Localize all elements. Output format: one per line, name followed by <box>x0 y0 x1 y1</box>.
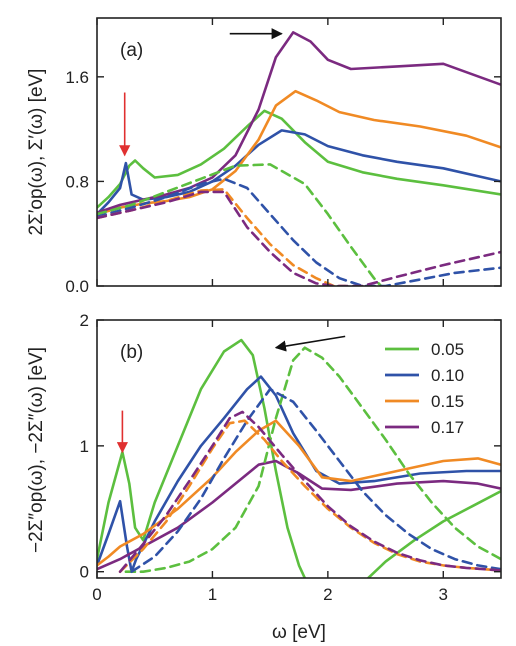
panel-b-ytick-label-1: 1 <box>80 437 89 456</box>
panel-b-series-005-solid-1 <box>366 489 501 578</box>
panel-b-series-015-solid-3 <box>97 419 501 567</box>
panel-b-annotations <box>116 335 346 454</box>
panel-b-curves <box>97 338 501 578</box>
legend-label-017: 0.17 <box>431 418 464 437</box>
panel-b-series-005-solid-0 <box>97 338 307 578</box>
panel-a-series-005-dashed-4 <box>97 163 383 286</box>
legend-label-010: 0.10 <box>431 366 464 385</box>
panel-a-ytick-label-2: 1.6 <box>65 68 89 87</box>
panel-b-frame <box>96 319 502 579</box>
legend-label-005: 0.05 <box>431 340 464 359</box>
panel-a-series-015-solid-2 <box>97 89 501 216</box>
x-tick-label-0: 0 <box>92 585 101 604</box>
panel-a-ytick-label-0: 0.0 <box>65 277 89 296</box>
panel-b-series-017-solid-4 <box>97 459 501 571</box>
panel-a-ylabel: 2Σ′op(ω), Σ′(ω) [eV] <box>26 69 47 236</box>
panel-b: 0 1 2 3 0 1 2 (b) −2Σ″op(ω), −2Σ″(ω) [eV] ω [e… <box>26 311 502 643</box>
panel-a-ticks: 0.0 0.8 1.6 <box>65 18 501 296</box>
panel-b-ytick-label-0: 0 <box>80 563 89 582</box>
panel-b-label: (b) <box>120 342 143 363</box>
panel-b-series-010-dashed-6 <box>130 387 501 574</box>
legend-label-015: 0.15 <box>431 392 464 411</box>
panel-a: 0.0 0.8 1.6 (a) 2Σ′op(ω), Σ′(ω) [eV] <box>26 17 502 296</box>
x-tick-label-1: 1 <box>208 585 217 604</box>
panel-b-series-015-dashed-7 <box>118 419 501 574</box>
panel-a-series-010-dashed-5 <box>97 177 501 286</box>
panel-b-ylabel: −2Σ″op(ω), −2Σ″(ω) [eV] <box>26 347 47 553</box>
panel-a-series-005-solid-0 <box>97 109 501 209</box>
x-axis-label: ω [eV] <box>272 622 326 643</box>
panel-b-arrow-1 <box>274 335 346 352</box>
panel-a-frame <box>96 17 502 287</box>
panel-a-curves <box>97 31 501 286</box>
panel-a-ytick-label-1: 0.8 <box>65 172 89 191</box>
legend: 0.05 0.10 0.15 0.17 <box>385 340 464 437</box>
x-tick-label-3: 3 <box>439 585 448 604</box>
panel-b-series-017-dashed-8 <box>118 410 501 574</box>
panel-a-label: (a) <box>120 40 143 61</box>
panel-a-annotations <box>119 28 283 157</box>
x-tick-label-2: 2 <box>323 585 332 604</box>
panel-b-series-005-dashed-5 <box>124 346 501 574</box>
panel-a-series-010-solid-1 <box>97 129 501 216</box>
panel-b-ytick-label-2: 2 <box>80 311 89 330</box>
panel-a-series-017-dashed-7 <box>97 190 501 286</box>
panel-b-ticks: 0 1 2 3 0 1 2 <box>80 311 501 604</box>
panel-b-series-010-solid-2 <box>97 375 501 574</box>
